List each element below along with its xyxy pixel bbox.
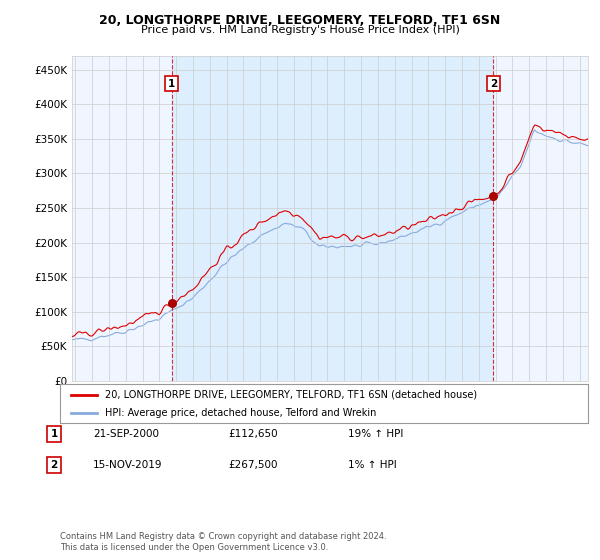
Text: 2: 2: [490, 78, 497, 88]
Text: £112,650: £112,650: [228, 429, 278, 439]
Text: 15-NOV-2019: 15-NOV-2019: [93, 460, 163, 470]
Bar: [172, 56, 493, 381]
Text: HPI: Average price, detached house, Telford and Wrekin: HPI: Average price, detached house, Telf…: [105, 408, 376, 418]
Text: £267,500: £267,500: [228, 460, 277, 470]
Text: Contains HM Land Registry data © Crown copyright and database right 2024.
This d: Contains HM Land Registry data © Crown c…: [60, 532, 386, 552]
Text: 1% ↑ HPI: 1% ↑ HPI: [348, 460, 397, 470]
Text: 21-SEP-2000: 21-SEP-2000: [93, 429, 159, 439]
Text: 20, LONGTHORPE DRIVE, LEEGOMERY, TELFORD, TF1 6SN (detached house): 20, LONGTHORPE DRIVE, LEEGOMERY, TELFORD…: [105, 390, 477, 400]
Text: 19% ↑ HPI: 19% ↑ HPI: [348, 429, 403, 439]
Text: 1: 1: [168, 78, 175, 88]
Point: [167, 298, 176, 307]
Text: Price paid vs. HM Land Registry's House Price Index (HPI): Price paid vs. HM Land Registry's House …: [140, 25, 460, 35]
Point: [488, 192, 498, 200]
Text: 20, LONGTHORPE DRIVE, LEEGOMERY, TELFORD, TF1 6SN: 20, LONGTHORPE DRIVE, LEEGOMERY, TELFORD…: [100, 14, 500, 27]
Text: 1: 1: [50, 429, 58, 439]
Text: 2: 2: [50, 460, 58, 470]
